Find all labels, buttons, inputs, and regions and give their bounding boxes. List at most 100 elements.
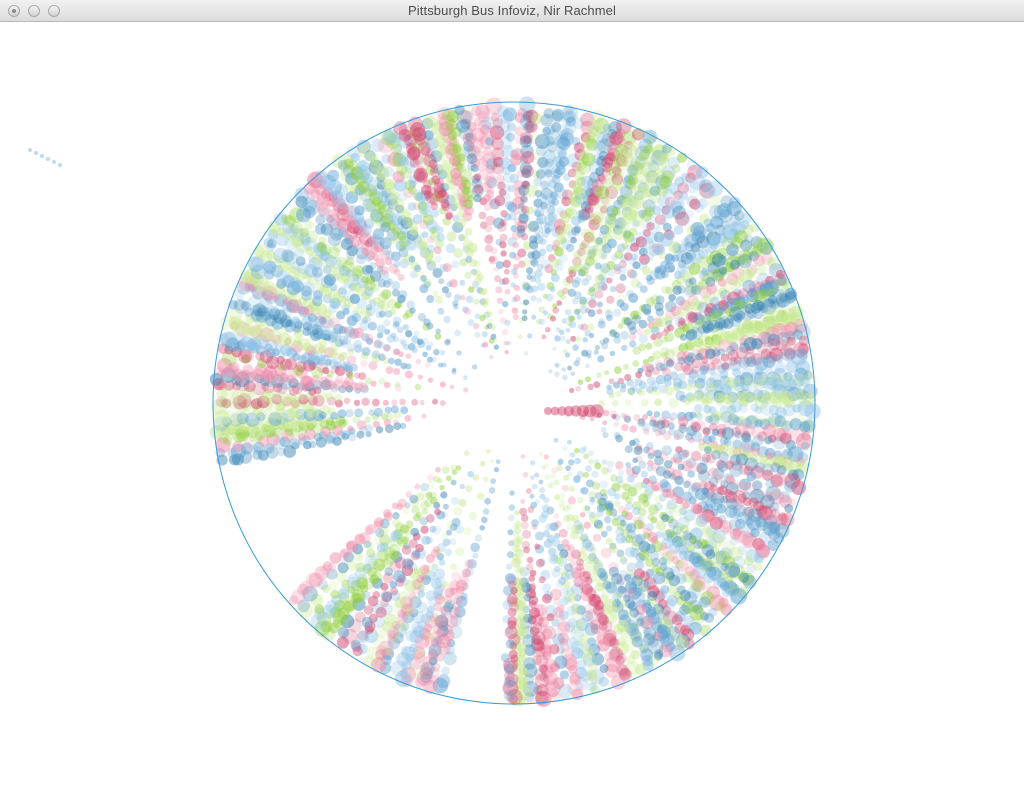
data-dot bbox=[450, 385, 454, 389]
visualization-canvas-area[interactable] bbox=[0, 22, 1024, 790]
data-dot bbox=[661, 270, 669, 278]
data-dot bbox=[625, 399, 632, 406]
data-dot bbox=[454, 330, 461, 337]
data-dot bbox=[595, 345, 600, 350]
data-dot bbox=[232, 441, 243, 452]
data-dot bbox=[805, 403, 821, 419]
data-dot bbox=[527, 557, 534, 564]
data-dot bbox=[440, 400, 446, 406]
data-dot bbox=[534, 544, 540, 550]
data-dot bbox=[496, 459, 501, 464]
data-dot bbox=[439, 559, 446, 566]
data-dot bbox=[574, 360, 580, 366]
data-dot bbox=[772, 436, 785, 449]
data-dot bbox=[522, 165, 534, 177]
data-dot bbox=[454, 507, 463, 516]
data-dot bbox=[743, 575, 757, 589]
data-dot bbox=[602, 459, 608, 465]
data-dot bbox=[645, 558, 654, 567]
data-dot bbox=[629, 340, 636, 347]
data-dot bbox=[383, 400, 389, 406]
data-dot bbox=[315, 171, 329, 185]
data-dot bbox=[672, 164, 681, 173]
data-dot bbox=[364, 605, 373, 614]
data-dot bbox=[606, 509, 613, 516]
data-dot bbox=[523, 472, 529, 478]
data-dot bbox=[451, 260, 460, 269]
data-dot bbox=[594, 462, 601, 469]
data-dot bbox=[797, 349, 808, 360]
data-dot bbox=[629, 270, 637, 278]
data-dot bbox=[438, 308, 445, 315]
data-dot bbox=[612, 400, 619, 407]
data-dot bbox=[416, 359, 422, 365]
data-dot bbox=[642, 266, 651, 275]
data-dot bbox=[614, 366, 622, 374]
data-dot bbox=[554, 494, 560, 500]
data-dot bbox=[464, 272, 471, 279]
data-dot bbox=[616, 579, 624, 587]
data-dot bbox=[379, 378, 386, 385]
data-dot bbox=[643, 429, 649, 435]
data-dot bbox=[734, 431, 742, 439]
data-dot bbox=[414, 265, 421, 272]
data-dot bbox=[545, 327, 551, 333]
data-dot bbox=[730, 592, 741, 603]
data-dot bbox=[482, 331, 488, 337]
data-dot bbox=[446, 231, 456, 241]
data-dot bbox=[608, 191, 617, 200]
data-dot bbox=[372, 350, 381, 359]
data-dot bbox=[614, 500, 621, 507]
data-dot bbox=[560, 336, 566, 342]
data-dot bbox=[366, 549, 375, 558]
data-dot bbox=[391, 660, 407, 676]
data-dot bbox=[539, 319, 546, 326]
data-dot bbox=[431, 357, 437, 363]
data-dot bbox=[52, 160, 56, 164]
data-dot bbox=[451, 497, 459, 505]
data-dot bbox=[391, 405, 399, 413]
data-dot bbox=[615, 461, 623, 469]
data-dot bbox=[418, 202, 431, 215]
data-dot bbox=[535, 691, 551, 707]
data-dot bbox=[632, 507, 640, 515]
data-dot bbox=[649, 419, 656, 426]
data-dot bbox=[451, 571, 460, 580]
data-dot bbox=[539, 494, 545, 500]
data-dot bbox=[545, 159, 554, 168]
data-dot bbox=[529, 494, 534, 499]
data-dot bbox=[355, 562, 365, 572]
data-dot bbox=[474, 260, 481, 267]
data-dot bbox=[405, 330, 412, 337]
data-dot bbox=[535, 277, 541, 283]
data-dot bbox=[434, 509, 441, 516]
data-dot bbox=[354, 340, 362, 348]
data-dot bbox=[337, 637, 349, 649]
data-dot bbox=[565, 309, 571, 315]
data-dot bbox=[665, 287, 673, 295]
data-dot bbox=[532, 244, 539, 251]
data-dot bbox=[517, 220, 528, 231]
data-dot bbox=[783, 394, 795, 406]
data-dot bbox=[546, 293, 554, 301]
data-dot bbox=[365, 334, 374, 343]
data-dot bbox=[512, 242, 519, 249]
data-dot bbox=[620, 331, 629, 340]
data-dot bbox=[550, 316, 556, 322]
data-dot bbox=[342, 327, 349, 334]
data-dot bbox=[559, 529, 568, 538]
data-dot bbox=[493, 339, 498, 344]
data-dot bbox=[632, 360, 639, 367]
data-dot bbox=[464, 450, 470, 456]
data-dot bbox=[719, 267, 727, 275]
radial-bus-visualization[interactable] bbox=[0, 22, 1024, 790]
data-dot bbox=[252, 446, 261, 455]
data-dot bbox=[621, 424, 628, 431]
data-dot bbox=[420, 400, 425, 405]
data-dot bbox=[381, 289, 391, 299]
data-dot bbox=[40, 154, 44, 158]
data-dot bbox=[415, 384, 422, 391]
data-dot bbox=[393, 121, 407, 135]
data-dot bbox=[689, 557, 698, 566]
data-dot bbox=[289, 595, 299, 605]
